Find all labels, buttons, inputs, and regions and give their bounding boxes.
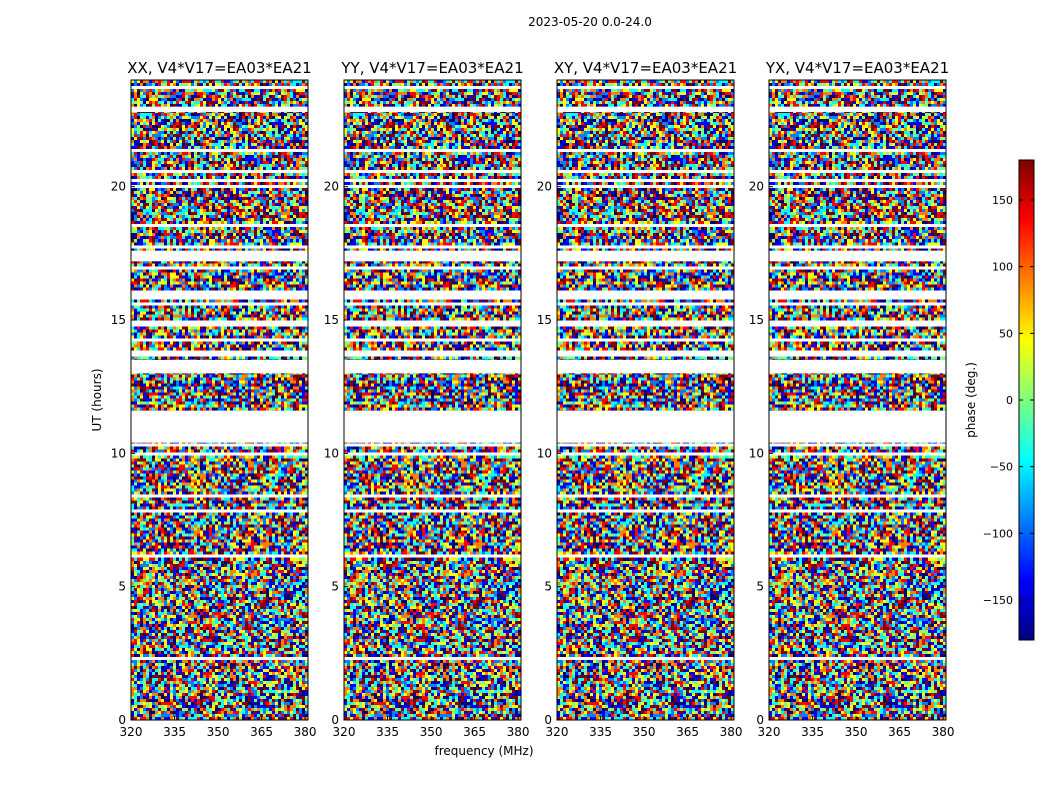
x-tick-label: 380 (932, 725, 955, 739)
x-tick-label: 350 (633, 725, 656, 739)
flagged-gap (769, 250, 946, 262)
x-tick-label: 350 (207, 725, 230, 739)
flagged-gap (769, 410, 946, 443)
phase-heatmap-xx (131, 80, 308, 720)
y-tick-label: 0 (756, 713, 764, 727)
panel-frame (556, 79, 735, 721)
y-tick-label: 0 (118, 713, 126, 727)
flagged-gap (131, 250, 308, 262)
panel-xy: XY, V4*V17=EA03*EA21 320 335 350 365 380 0 5 10 1… (537, 59, 743, 739)
panel-title: YX, V4*V17=EA03*EA21 (765, 59, 949, 77)
x-tick-label: 365 (250, 725, 273, 739)
flagged-gap (131, 410, 308, 443)
colorbar-tick-label: 150 (992, 194, 1013, 207)
x-tick-label: 320 (120, 725, 143, 739)
y-tick-label: 20 (324, 180, 339, 194)
x-tick-label: 380 (294, 725, 317, 739)
x-tick-label: 380 (720, 725, 743, 739)
panel-yy: YY, V4*V17=EA03*EA21 320 335 350 365 380 0 5 10 1… (324, 59, 530, 739)
x-tick-label: 335 (376, 725, 399, 739)
flagged-gap (557, 360, 734, 374)
colorbar-tick-label: −50 (990, 461, 1013, 474)
flagged-gap (557, 250, 734, 262)
y-tick-label: 10 (749, 446, 764, 460)
x-tick-label: 335 (163, 725, 186, 739)
flagged-gap (557, 410, 734, 443)
x-tick-label: 320 (546, 725, 569, 739)
x-tick-label: 320 (333, 725, 356, 739)
colorbar-label: phase (deg.) (964, 362, 978, 438)
panel-frame (130, 79, 309, 721)
y-tick-label: 5 (756, 580, 764, 594)
y-tick-label: 15 (749, 313, 764, 327)
panel-title: YY, V4*V17=EA03*EA21 (340, 59, 523, 77)
y-tick-label: 5 (544, 580, 552, 594)
y-tick-label: 20 (537, 180, 552, 194)
x-tick-label: 335 (801, 725, 824, 739)
colorbar-tick-label: 50 (999, 327, 1013, 340)
panel-yx: YX, V4*V17=EA03*EA21 320 335 350 365 380 0 5 10 1… (749, 59, 955, 739)
colorbar-tick-label: −100 (983, 527, 1013, 540)
flagged-gap (557, 106, 734, 112)
panel-frame (343, 79, 522, 721)
y-tick-label: 10 (537, 446, 552, 460)
colorbar-tick-label: 100 (992, 261, 1013, 274)
flagged-gap (344, 360, 521, 374)
x-tick-label: 365 (463, 725, 486, 739)
flagged-gap (344, 250, 521, 262)
y-tick-label: 0 (544, 713, 552, 727)
panel-title: XX, V4*V17=EA03*EA21 (127, 59, 311, 77)
phase-heatmap-yy (344, 80, 521, 720)
y-tick-label: 15 (324, 313, 339, 327)
panel-title: XY, V4*V17=EA03*EA21 (554, 59, 737, 77)
y-tick-label: 15 (537, 313, 552, 327)
x-tick-label: 365 (888, 725, 911, 739)
x-tick-label: 365 (676, 725, 699, 739)
y-tick-label: 0 (331, 713, 339, 727)
panel-frame (768, 79, 947, 721)
flagged-gap (131, 106, 308, 112)
y-tick-label: 5 (118, 580, 126, 594)
x-tick-label: 335 (589, 725, 612, 739)
phase-heatmap-xy (557, 80, 734, 720)
y-tick-label: 15 (111, 313, 126, 327)
colorbar-tick-label: 0 (1006, 394, 1013, 407)
y-tick-label: 20 (111, 180, 126, 194)
flagged-gap (344, 106, 521, 112)
flagged-gap (769, 106, 946, 112)
figure-suptitle: 2023-05-20 0.0-24.0 (528, 15, 652, 29)
x-tick-label: 320 (758, 725, 781, 739)
x-tick-label: 350 (420, 725, 443, 739)
phase-heatmap-yx (769, 80, 946, 720)
flagged-gap (344, 410, 521, 443)
flagged-gap (769, 360, 946, 374)
colorbar: −150 −100 −50 0 50 100 150 (983, 159, 1035, 641)
y-axis-label: UT (hours) (90, 368, 104, 431)
x-axis-label: frequency (MHz) (434, 744, 533, 758)
y-tick-label: 10 (324, 446, 339, 460)
colorbar-tick-label: −150 (983, 594, 1013, 607)
flagged-gap (131, 360, 308, 374)
x-tick-label: 380 (507, 725, 530, 739)
y-tick-label: 20 (749, 180, 764, 194)
y-tick-label: 5 (331, 580, 339, 594)
y-tick-label: 10 (111, 446, 126, 460)
panels: XX, V4*V17=EA03*EA21 320 335 350 365 380 0 5 10 1… (111, 59, 955, 739)
x-tick-label: 350 (845, 725, 868, 739)
panel-xx: XX, V4*V17=EA03*EA21 320 335 350 365 380 0 5 10 1… (111, 59, 317, 739)
